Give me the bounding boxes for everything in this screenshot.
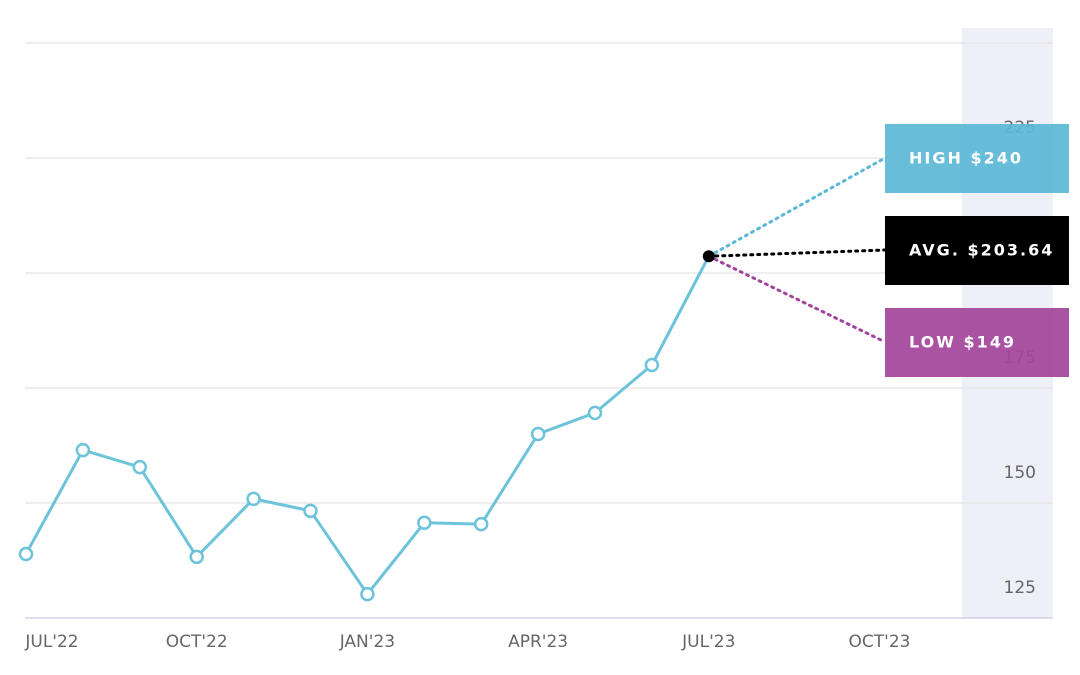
point	[587, 405, 603, 421]
x-tick-label: OCT'22	[166, 632, 228, 652]
forecast-label: HIGH $240	[909, 149, 1023, 168]
point	[417, 515, 432, 531]
forecast-connector	[707, 248, 887, 258]
current-point	[702, 250, 715, 263]
x-tick-label: OCT'23	[849, 632, 911, 652]
x-tick-label: JUL'22	[24, 632, 78, 652]
point	[75, 442, 91, 458]
x-tick-label: JAN'23	[339, 632, 395, 652]
point	[360, 586, 375, 602]
price-line	[24, 255, 711, 596]
point	[246, 491, 261, 507]
point	[189, 549, 204, 565]
point	[303, 503, 318, 519]
forecast-box	[885, 308, 1069, 377]
forecast-connector	[707, 156, 887, 258]
y-tick-label: 150	[1004, 463, 1036, 483]
forecast-box	[885, 216, 1069, 285]
point	[132, 459, 148, 475]
point	[644, 357, 660, 373]
x-tick-label: APR'23	[508, 632, 568, 652]
point	[473, 516, 489, 532]
forecast-box	[885, 124, 1069, 193]
x-tick-label: JUL'23	[681, 632, 735, 652]
forecast-connector	[707, 254, 887, 344]
point	[530, 426, 546, 442]
forecast-label: AVG. $203.64	[909, 241, 1054, 260]
point	[18, 546, 34, 562]
y-tick-label: 125	[1004, 578, 1036, 598]
forecast-label: LOW $149	[909, 333, 1016, 352]
